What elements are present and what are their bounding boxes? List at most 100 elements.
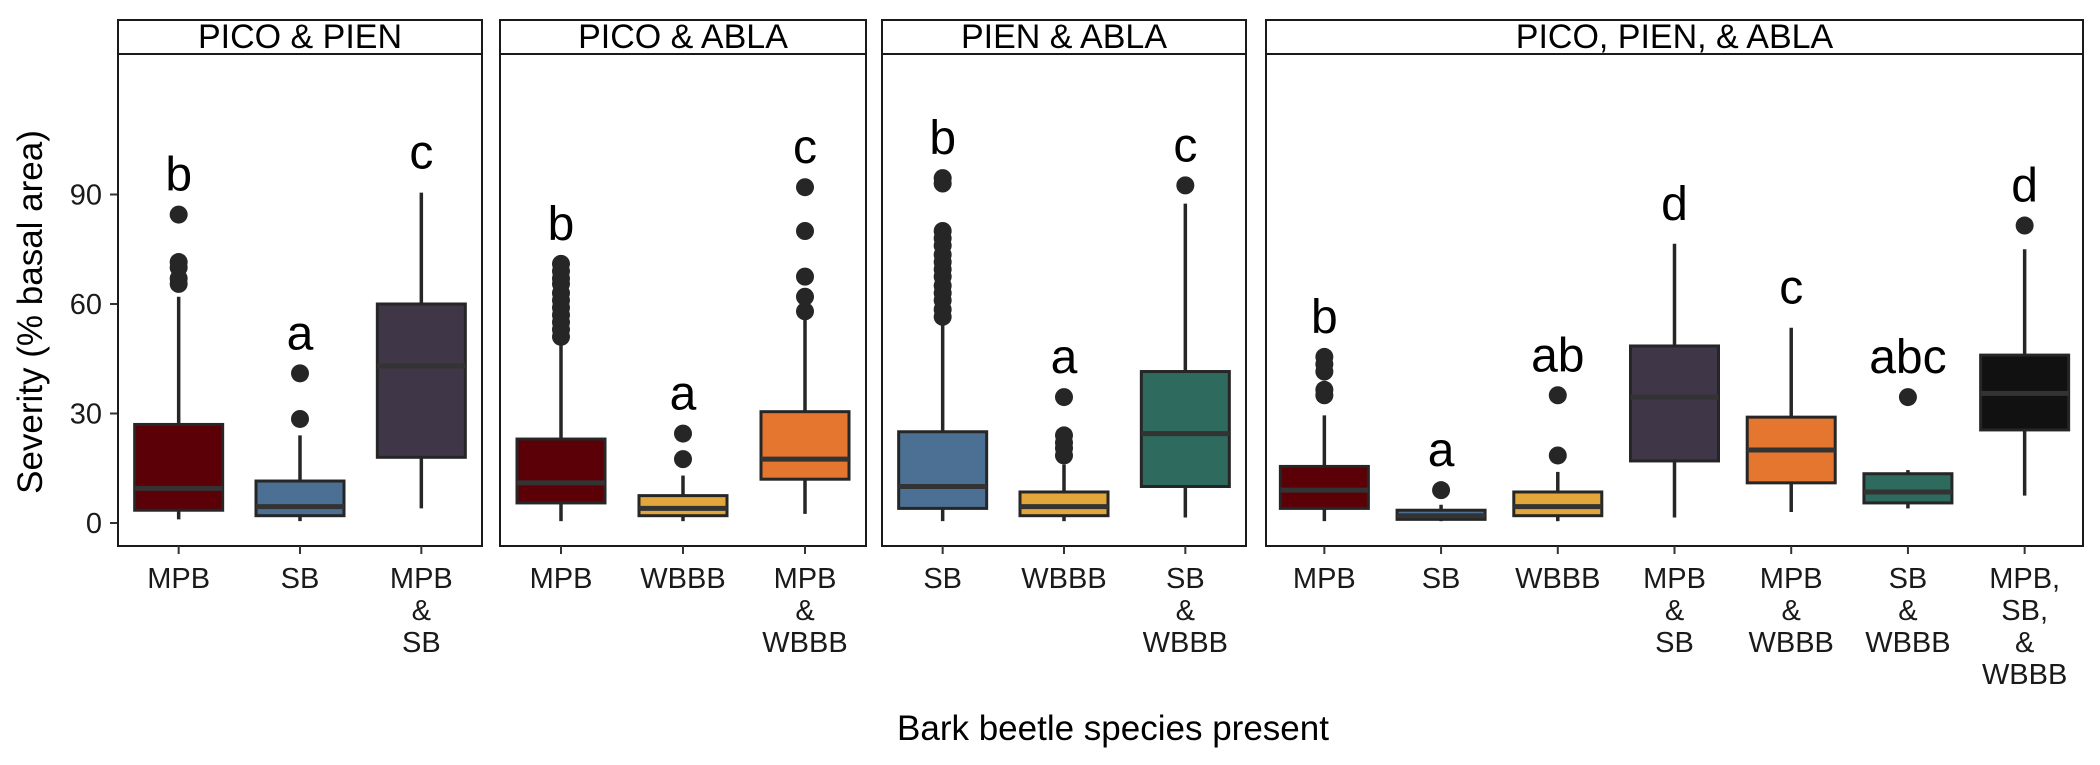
x-tick-label-line: MPB, xyxy=(1989,563,2060,595)
x-tick-label: SB & WBBB xyxy=(1143,563,1228,659)
outlier-point xyxy=(1315,380,1334,399)
box-group: c SB & WBBB xyxy=(1139,119,1231,659)
significance-letter: a xyxy=(287,307,314,360)
box xyxy=(897,430,989,510)
box xyxy=(254,479,346,518)
x-tick-label: SB & WBBB xyxy=(1865,563,1950,659)
x-tick-label-line: MPB xyxy=(390,563,453,595)
x-tick-label-line: & xyxy=(1665,595,1684,627)
x-tick-label-line: & xyxy=(1898,595,1917,627)
x-tick-label: MPB xyxy=(147,563,210,595)
x-tick-label-line: SB, xyxy=(2001,595,2048,627)
significance-letter: ab xyxy=(1531,329,1584,382)
outlier-point xyxy=(1176,176,1195,195)
outlier-point xyxy=(674,450,692,469)
x-tick-label: SB xyxy=(923,563,962,595)
box-group: abc SB & WBBB xyxy=(1862,331,1954,659)
box-group: a WBBB xyxy=(1018,331,1110,595)
x-tick-label: WBBB xyxy=(1021,563,1106,595)
significance-letter: b xyxy=(548,198,575,251)
y-tick-label: 90 xyxy=(70,180,102,212)
x-tick-label: SB xyxy=(1422,563,1461,595)
x-tick-label: SB xyxy=(281,563,320,595)
outlier-point xyxy=(552,254,570,273)
x-tick-label-line: MPB xyxy=(774,563,837,595)
significance-letter: b xyxy=(1311,291,1338,344)
y-axis-title: Severity (% basal area) xyxy=(11,130,50,494)
box-group: a SB xyxy=(254,307,346,595)
outlier-point xyxy=(1548,446,1567,465)
box xyxy=(515,437,607,505)
x-tick-label-line: SB xyxy=(281,563,320,595)
significance-letter: b xyxy=(165,149,192,202)
outlier-point xyxy=(796,178,814,197)
significance-letter: d xyxy=(2011,160,2038,213)
facet-title: PIEN & ABLA xyxy=(961,18,1167,56)
box xyxy=(1862,472,1954,505)
outlier-point xyxy=(933,169,952,188)
box-group: d MPB & SB xyxy=(1629,178,1720,659)
x-tick-label: MPB, SB, & WBBB xyxy=(1982,563,2067,691)
significance-letter: abc xyxy=(1869,331,1946,384)
box xyxy=(1278,464,1370,510)
x-tick-label-line: & xyxy=(412,595,431,627)
outlier-point xyxy=(291,364,309,383)
significance-letter: c xyxy=(1779,262,1803,315)
x-tick-label-line: SB xyxy=(923,563,962,595)
x-tick-label: MPB xyxy=(1293,563,1356,595)
outlier-point xyxy=(674,424,692,443)
x-tick-label-line: MPB xyxy=(1293,563,1356,595)
box-group: b MPB xyxy=(1278,291,1370,595)
facet-strip xyxy=(499,19,867,55)
box-group: a SB xyxy=(1395,424,1487,595)
box-group: c MPB & WBBB xyxy=(1745,262,1837,659)
facet-title: PICO & PIEN xyxy=(198,18,402,56)
outlier-point xyxy=(1548,386,1567,405)
x-tick-label-line: WBBB xyxy=(1982,659,2067,691)
x-tick-label-line: WBBB xyxy=(640,563,725,595)
box-group: c MPB & SB xyxy=(375,127,467,659)
box-group: c MPB & WBBB xyxy=(759,121,851,659)
x-tick-label: MPB & SB xyxy=(390,563,453,659)
box xyxy=(1512,490,1604,518)
x-tick-label-line: WBBB xyxy=(762,627,847,659)
x-tick-label-line: SB xyxy=(1166,563,1205,595)
outlier-point xyxy=(2015,216,2034,235)
box xyxy=(133,422,225,512)
y-tick-label: 0 xyxy=(86,508,102,540)
x-axis-title: Bark beetle species present xyxy=(897,709,1329,748)
outlier-point xyxy=(1898,388,1917,407)
x-tick-label: MPB & WBBB xyxy=(1749,563,1834,659)
x-tick-label-line: & xyxy=(2015,627,2034,659)
significance-letter: d xyxy=(1661,178,1688,231)
x-tick-label-line: & xyxy=(1176,595,1195,627)
box xyxy=(1629,344,1720,463)
outlier-point xyxy=(933,222,952,240)
x-tick-label: MPB & WBBB xyxy=(762,563,847,659)
x-tick-label: WBBB xyxy=(640,563,725,595)
x-tick-label-line: WBBB xyxy=(1143,627,1228,659)
significance-letter: b xyxy=(929,112,956,165)
y-tick-label: 60 xyxy=(70,289,102,321)
y-tick-label: 30 xyxy=(70,399,102,431)
significance-letter: a xyxy=(670,368,697,421)
x-tick-label-line: WBBB xyxy=(1515,563,1600,595)
x-tick-label-line: MPB xyxy=(147,563,210,595)
x-tick-label: MPB xyxy=(530,563,593,595)
box-group: ab WBBB xyxy=(1512,329,1604,595)
significance-letter: a xyxy=(1051,331,1078,384)
x-tick-label-line: SB xyxy=(1655,627,1694,659)
significance-letter: a xyxy=(1428,424,1455,477)
x-tick-label-line: MPB xyxy=(1760,563,1823,595)
outlier-point xyxy=(796,287,814,306)
x-tick-label-line: WBBB xyxy=(1865,627,1950,659)
outlier-point xyxy=(796,222,814,240)
box xyxy=(1139,370,1231,488)
x-tick-label-line: MPB xyxy=(530,563,593,595)
outlier-point xyxy=(1055,426,1073,445)
x-tick-label-line: SB xyxy=(402,627,441,659)
facet-title: PICO & ABLA xyxy=(578,18,788,56)
